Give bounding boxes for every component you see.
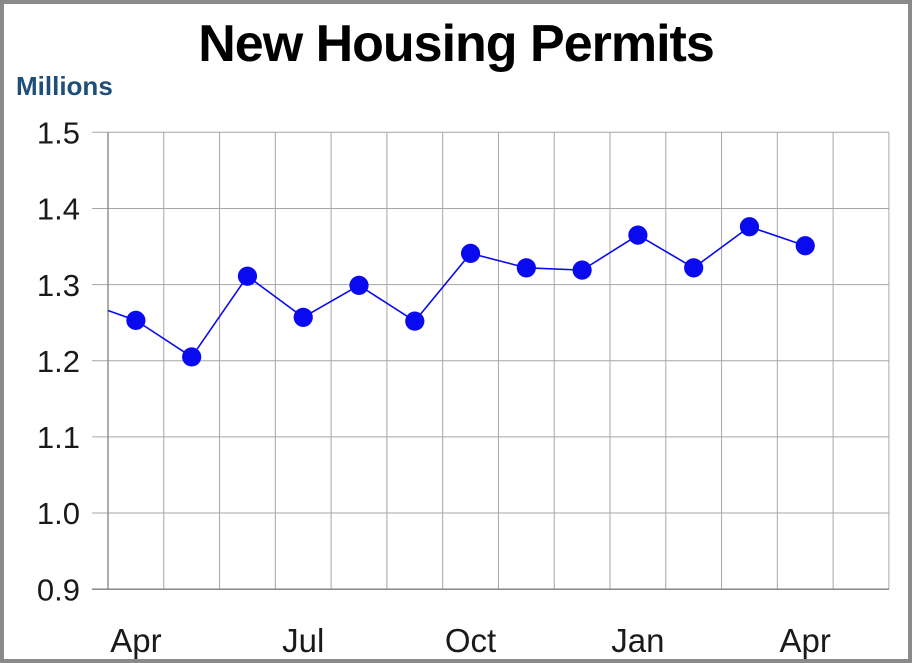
- y-tick-label: 1.4: [37, 192, 80, 227]
- x-tick-label: Apr: [110, 622, 161, 659]
- data-point-marker: [293, 307, 313, 327]
- y-tick-label: 1.2: [37, 344, 80, 379]
- data-point-marker: [572, 260, 592, 280]
- data-point-marker: [237, 266, 258, 286]
- data-point-marker: [182, 347, 202, 367]
- y-tick-label: 0.9: [37, 572, 80, 607]
- plot-area: 1.5 1.4 1.3 1.2 1.1 1.0 0.9 Apr Jul Oct Jan Apr: [37, 115, 890, 659]
- data-point-marker: [460, 243, 481, 263]
- chart-title: New Housing Permits: [198, 15, 715, 73]
- y-tick-label: 1.0: [37, 496, 80, 531]
- data-point-marker: [795, 236, 815, 256]
- x-tick-label: Oct: [445, 622, 496, 659]
- data-point-marker: [516, 258, 536, 278]
- data-line: [107, 225, 806, 358]
- y-tick-label: 1.3: [37, 268, 80, 303]
- data-point-marker: [684, 258, 704, 278]
- data-point-marker: [739, 217, 760, 237]
- data-point-marker: [126, 310, 146, 330]
- x-tick-label: Jan: [611, 622, 664, 659]
- x-tick-label: Apr: [780, 622, 831, 659]
- y-axis-unit-label: Millions: [16, 71, 113, 101]
- data-point-marker: [405, 311, 425, 331]
- y-tick-label: 1.5: [37, 115, 80, 150]
- data-point-marker: [628, 225, 648, 245]
- y-tick-label: 1.1: [37, 420, 80, 455]
- x-tick-label: Jul: [282, 622, 324, 659]
- data-point-marker: [349, 275, 369, 295]
